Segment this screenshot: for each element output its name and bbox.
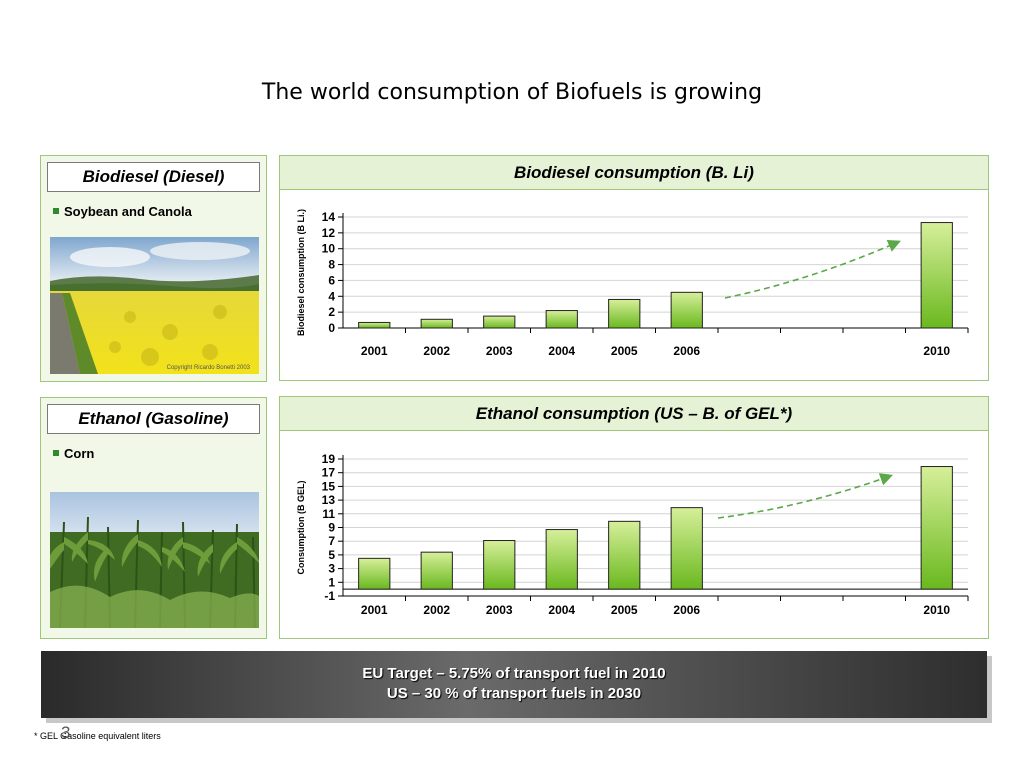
bar-2006: [670, 507, 703, 590]
bar-2005: [608, 298, 641, 329]
y-tick-label: 4: [328, 289, 335, 303]
biodiesel-chart-panel: Biodiesel consumption (B. Li) 0 2 4 6 8 10 12 1…: [279, 155, 989, 381]
x-tick-label: 2001: [361, 344, 388, 358]
bar-2003: [483, 315, 516, 329]
biodiesel-chart-title: Biodiesel consumption (B. Li): [280, 156, 988, 190]
x-tick-label: 2005: [611, 603, 638, 617]
bullet-square-icon: [53, 207, 59, 214]
y-tick-label: 9: [328, 521, 335, 535]
corn-field-photo: [50, 492, 259, 628]
y-tick-label: 2: [328, 305, 335, 319]
y-axis-label: Consumption (B GEL): [296, 481, 306, 575]
bar-2004: [545, 310, 578, 329]
footnote: * GEL Gasoline equivalent liters: [34, 731, 161, 741]
ethanol-panel: Ethanol (Gasoline) Corn: [40, 397, 267, 639]
x-tick-label: 2010: [923, 344, 950, 358]
bar-2003: [483, 540, 516, 590]
y-tick-label: 14: [322, 210, 336, 224]
photo-caption: Copyright Ricardo Bonetti 2003: [167, 365, 251, 371]
bar-2010: [920, 466, 953, 590]
y-tick-label: 3: [328, 562, 335, 576]
trend-arrow: [717, 473, 894, 519]
banner-line-eu: EU Target – 5.75% of transport fuel in 2…: [362, 665, 666, 682]
ethanol-chart-panel: Ethanol consumption (US – B. of GEL*) -1…: [279, 396, 989, 639]
y-tick-label: 5: [328, 548, 335, 562]
x-tick-label: 2005: [611, 344, 638, 358]
canola-field-photo: Copyright Ricardo Bonetti 2003: [50, 237, 259, 374]
y-tick-label: 19: [322, 452, 336, 466]
bar-2001: [358, 321, 391, 329]
target-banner: EU Target – 5.75% of transport fuel in 2…: [41, 651, 987, 718]
x-tick-label: 2004: [548, 344, 575, 358]
y-tick-label: 15: [322, 479, 336, 493]
bar-2002: [420, 551, 453, 590]
y-tick-label: -1: [324, 589, 335, 603]
x-tick-label: 2010: [923, 603, 950, 617]
bar-2002: [420, 318, 453, 329]
bar-2004: [545, 529, 578, 590]
ethanol-chart-title: Ethanol consumption (US – B. of GEL*): [280, 397, 988, 431]
y-tick-label: 12: [322, 226, 336, 240]
bar-2010: [920, 222, 953, 329]
ethanol-bullet: Corn: [53, 446, 94, 461]
bar-2006: [670, 291, 703, 329]
y-tick-label: 6: [328, 273, 335, 287]
y-tick-label: 11: [322, 507, 335, 521]
x-tick-label: 2006: [673, 603, 700, 617]
y-tick-label: 13: [322, 493, 336, 507]
x-tick-label: 2004: [548, 603, 575, 617]
y-tick-label: 0: [328, 321, 335, 335]
x-tick-label: 2003: [486, 344, 513, 358]
y-tick-label: 1: [328, 575, 335, 589]
bullet-square-icon: [53, 449, 59, 456]
biodiesel-chart: 0 2 4 68 10 12 14 Biodiesel consumption (B Li.)…: [296, 209, 969, 358]
banner-line-us: US – 30 % of transport fuels in 2030: [386, 685, 642, 702]
bar-2001: [358, 557, 391, 590]
y-tick-label: 10: [322, 242, 336, 256]
x-tick-label: 2003: [486, 603, 513, 617]
biodiesel-panel: Biodiesel (Diesel) Soybean and Canola: [40, 155, 267, 382]
y-tick-label: 8: [328, 258, 335, 272]
biodiesel-label: Biodiesel (Diesel): [47, 162, 260, 192]
page-number: 3: [61, 723, 71, 742]
slide-title: The world consumption of Biofuels is gro…: [261, 80, 763, 105]
bar-2005: [608, 520, 641, 590]
ethanol-label: Ethanol (Gasoline): [47, 404, 260, 434]
x-tick-label: 2002: [423, 344, 450, 358]
x-tick-label: 2006: [673, 344, 700, 358]
y-tick-label: 7: [328, 534, 335, 548]
biodiesel-bullet: Soybean and Canola: [53, 204, 192, 219]
trend-arrow: [724, 240, 901, 299]
biodiesel-bullet-text: Soybean and Canola: [64, 204, 192, 219]
y-tick-label: 17: [322, 466, 336, 480]
y-axis-label: Biodiesel consumption (B Li.): [296, 209, 306, 336]
x-tick-label: 2002: [423, 603, 450, 617]
ethanol-bullet-text: Corn: [64, 446, 95, 461]
x-tick-label: 2001: [361, 603, 388, 617]
